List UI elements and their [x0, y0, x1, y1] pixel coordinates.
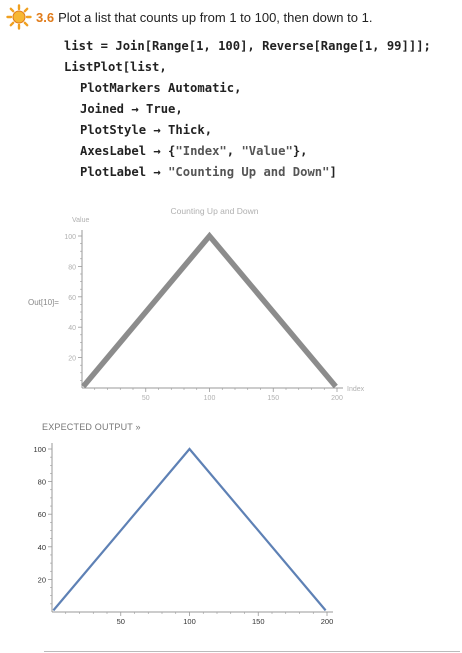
code-string-plotlabel: "Counting Up and Down": [168, 165, 330, 179]
expected-plot-y-tick-label: 20: [38, 575, 46, 584]
output-plot-title: Counting Up and Down: [171, 206, 259, 216]
output-plot-y-tick-label: 80: [68, 264, 76, 271]
output-plot-x-tick-label: 50: [142, 395, 150, 402]
code-line-7-suffix: ]: [329, 165, 337, 179]
bottom-divider: [44, 651, 460, 652]
expected-plot-x-tick-label: 150: [252, 617, 265, 626]
expected-plot-y-tick-label: 60: [38, 510, 46, 519]
code-line-1: list = Join[Range[1, 100], Reverse[Range…: [64, 39, 431, 53]
output-cell-label: Out[10]=: [28, 298, 59, 307]
code-line-5: PlotStyle → Thick,: [80, 123, 213, 137]
code-line-7: PlotLabel → "Counting Up and Down"]: [64, 162, 431, 183]
expected-plot-series-line: [52, 447, 327, 612]
output-plot-y-tick-label: 40: [68, 325, 76, 332]
expected-plot: 50 100 150 200 20 40 60 80 100: [33, 443, 333, 626]
code-line-4: Joined → True,: [80, 102, 183, 116]
code-line-6-prefix: AxesLabel → {: [80, 144, 176, 158]
output-plot-x-tick-label: 100: [204, 395, 216, 402]
output-plot-x-tick-label: 200: [331, 395, 343, 402]
code-line-6: AxesLabel → {"Index", "Value"},: [64, 141, 431, 162]
code-line-6-suffix: },: [292, 144, 308, 158]
code-line-2: ListPlot[list,: [64, 60, 167, 74]
output-plot-y-axis-label: Value: [72, 217, 89, 224]
expected-plot-y-tick-label: 80: [38, 478, 46, 487]
exercise-prompt: Plot a list that counts up from 1 to 100…: [58, 9, 373, 25]
code-line-3: PlotMarkers Automatic,: [80, 81, 242, 95]
output-plot-y-tick-label: 20: [68, 356, 76, 363]
expected-plot-y-tick-label: 100: [33, 445, 46, 454]
code-block[interactable]: list = Join[Range[1, 100], Reverse[Range…: [64, 36, 431, 183]
code-string-index: "Index": [175, 144, 227, 158]
expected-plot-x-tick-label: 100: [183, 617, 196, 626]
output-plot-x-axis-label: Index: [347, 386, 365, 393]
code-line-6-separator: ,: [226, 144, 242, 158]
output-plot-y-tick-label: 100: [64, 234, 76, 241]
expected-plot-x-tick-label: 50: [117, 617, 125, 626]
output-plot: 50 100 150 200 20 40 60 80 100 Counting Up and Do…: [64, 206, 364, 402]
expected-plot-x-tick-label: 200: [321, 617, 334, 626]
output-plot-x-tick-label: 150: [267, 395, 279, 402]
code-line-7-prefix: PlotLabel →: [80, 165, 169, 179]
expected-plot-y-tick-label: 40: [38, 543, 46, 552]
code-string-value: "Value": [241, 144, 293, 158]
sun-icon: [6, 4, 32, 30]
output-plot-series-line: [81, 231, 338, 389]
exercise-number: 3.6: [36, 9, 55, 25]
exercise-header: 3.6 Plot a list that counts up from 1 to…: [6, 4, 373, 30]
output-plot-y-tick-label: 60: [68, 295, 76, 302]
expected-output-label[interactable]: EXPECTED OUTPUT »: [42, 422, 141, 432]
